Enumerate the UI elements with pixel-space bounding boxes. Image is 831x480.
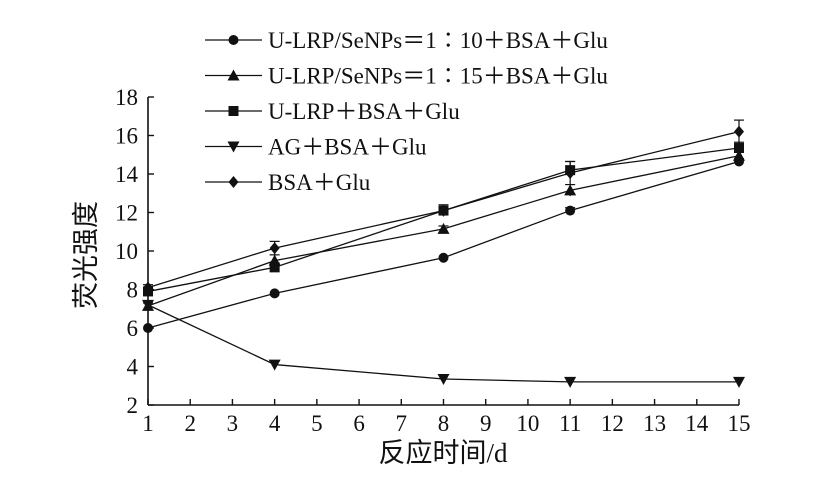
legend-item: U-LRP/SeNPs＝1∶15＋BSA＋Glu — [205, 64, 608, 89]
legend-label: U-LRP/SeNPs＝1∶10＋BSA＋Glu — [268, 28, 608, 53]
data-point — [565, 205, 576, 216]
y-tick-label: 18 — [115, 85, 138, 110]
data-point — [564, 184, 577, 196]
legend-item: U-LRP/SeNPs＝1∶10＋BSA＋Glu — [205, 28, 608, 53]
x-tick-label: 1 — [142, 411, 154, 436]
series-triangle-down — [142, 299, 745, 388]
x-tick-label: 10 — [516, 411, 539, 436]
series-layer — [142, 119, 745, 388]
series-triangle-up — [142, 149, 745, 311]
x-tick-label: 6 — [353, 411, 365, 436]
series-line — [147, 160, 740, 329]
data-point — [564, 376, 577, 388]
x-tick-label: 3 — [227, 411, 239, 436]
data-point — [438, 252, 449, 263]
data-point — [142, 299, 154, 311]
data-point — [734, 125, 744, 138]
y-tick-label: 2 — [127, 393, 139, 418]
x-tick-label: 13 — [643, 411, 666, 436]
series-square — [143, 141, 744, 297]
x-tick-label: 4 — [269, 411, 281, 436]
y-tick-label: 8 — [127, 278, 139, 303]
data-point — [269, 242, 280, 255]
series-circle — [143, 156, 744, 333]
legend-label: U-LRP/SeNPs＝1∶15＋BSA＋Glu — [268, 64, 608, 89]
x-axis-label: 反应时间/d — [378, 438, 508, 468]
series-diamond — [143, 119, 744, 294]
x-tick-label: 12 — [601, 411, 624, 436]
legend-item: BSA＋Glu — [205, 170, 371, 195]
x-tick-label: 5 — [311, 411, 323, 436]
legend-label: AG＋BSA＋Glu — [268, 135, 427, 160]
data-point — [565, 167, 576, 180]
x-tick-label: 9 — [480, 411, 492, 436]
x-tick-label: 2 — [184, 411, 196, 436]
y-tick-label: 10 — [115, 239, 138, 264]
y-tick-label: 4 — [127, 355, 139, 380]
data-point — [437, 222, 450, 234]
legend-marker — [228, 176, 239, 188]
legend-item: U-LRP＋BSA＋Glu — [205, 99, 460, 124]
legend: U-LRP/SeNPs＝1∶10＋BSA＋Glu U-LRP/SeNPs＝1∶15… — [205, 28, 608, 195]
legend-label: U-LRP＋BSA＋Glu — [268, 99, 460, 124]
data-point — [437, 374, 450, 386]
y-tick-label: 14 — [115, 162, 139, 187]
legend-marker — [228, 35, 239, 45]
legend-label: BSA＋Glu — [268, 170, 371, 195]
y-tick-label: 16 — [115, 124, 138, 149]
data-point — [734, 143, 744, 154]
data-point — [733, 149, 745, 161]
x-tick-label: 11 — [559, 411, 581, 436]
x-tick-label: 14 — [685, 411, 709, 436]
legend-marker — [227, 141, 240, 153]
x-tick-label: 7 — [396, 411, 408, 436]
series-line — [147, 147, 740, 293]
data-point — [269, 262, 280, 273]
y-tick-label: 12 — [115, 201, 138, 226]
legend-item: AG＋BSA＋Glu — [205, 135, 427, 160]
data-point — [143, 323, 153, 333]
data-point — [438, 204, 449, 217]
data-point — [268, 359, 281, 371]
y-tick-label: 6 — [127, 316, 139, 341]
y-axis-label: 荧光强度 — [71, 201, 101, 309]
data-point — [733, 376, 745, 388]
legend-marker — [227, 69, 240, 81]
x-tick-label: 15 — [728, 411, 751, 436]
x-tick-label: 8 — [438, 411, 450, 436]
data-point — [143, 281, 153, 294]
series-line — [147, 304, 739, 383]
legend-marker — [228, 106, 239, 116]
data-point — [269, 288, 280, 299]
